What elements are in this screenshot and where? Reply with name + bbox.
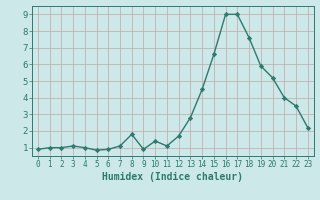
X-axis label: Humidex (Indice chaleur): Humidex (Indice chaleur)	[102, 172, 243, 182]
